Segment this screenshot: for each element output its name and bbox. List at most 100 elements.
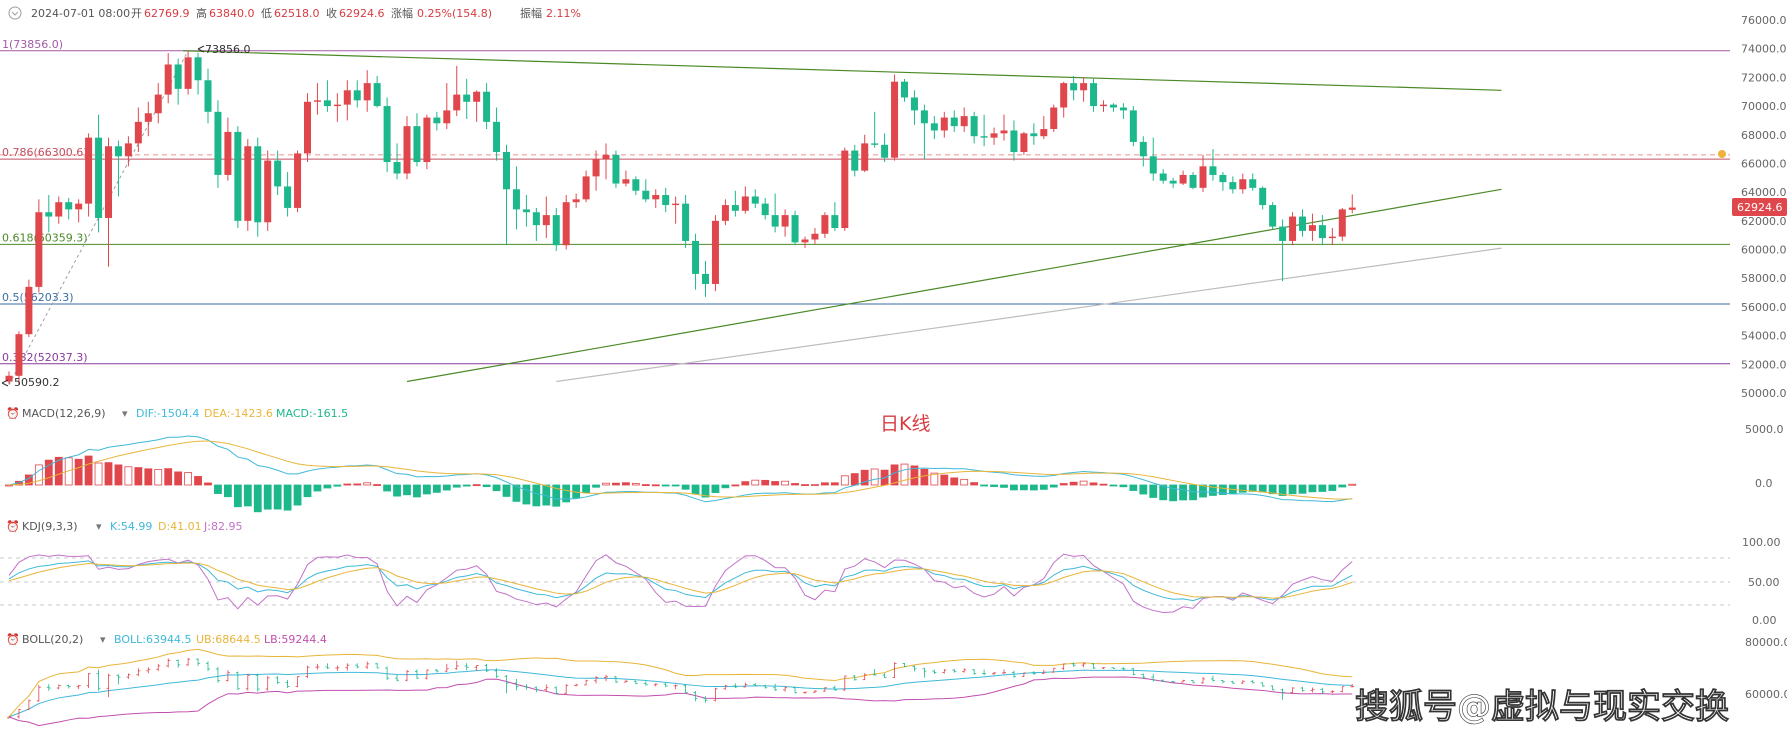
caret-down-icon[interactable]: ▾ <box>122 407 128 420</box>
macd-bar <box>731 484 740 487</box>
macd-bar <box>830 482 839 486</box>
candle-body <box>512 189 520 210</box>
macd-histogram <box>5 435 1357 513</box>
macd-bar <box>313 484 322 492</box>
alert-dot-icon[interactable] <box>1718 150 1726 158</box>
candle-body <box>711 220 719 284</box>
macd-bar <box>44 459 53 486</box>
macd-bar <box>482 484 491 488</box>
candle-body <box>562 202 570 246</box>
macd-bar <box>104 462 113 486</box>
high-annotation: 73856.0 <box>205 43 251 56</box>
candle-body <box>1308 225 1316 231</box>
fib-level-label: 0.5(56203.3) <box>2 291 74 304</box>
macd-bar <box>602 482 610 486</box>
macd-bar <box>1308 484 1317 493</box>
candle-body <box>423 117 431 163</box>
macd-bar <box>1199 484 1207 498</box>
candle-body <box>234 131 242 221</box>
fib-level-label: 0.382(52037.3) <box>2 351 88 364</box>
header-amplitude-label: 振幅 <box>520 6 542 20</box>
macd-bar <box>124 466 133 486</box>
price-tick-label: 70000.0 <box>1741 100 1787 113</box>
candle-body <box>204 80 212 112</box>
macd-bar <box>373 484 382 486</box>
candle-body <box>1060 83 1068 108</box>
candle-body <box>1338 209 1346 237</box>
macd-bar <box>1179 484 1187 501</box>
candle-body <box>95 137 103 218</box>
alarm-icon[interactable]: ⏰ <box>6 632 20 646</box>
macd-bar <box>741 481 750 486</box>
alarm-icon[interactable]: ⏰ <box>6 406 20 420</box>
svg-text:⏰ KDJ(9,3,3) ▾: ⏰ KDJ(9,3,3) ▾ K:54.99 D:41.01 J:82.95 <box>6 519 242 533</box>
macd-bar <box>562 484 571 503</box>
price-axis: 76000.0 74000.0 72000.0 70000.0 68000.0 66000… <box>1741 14 1787 400</box>
candle-body <box>433 117 441 124</box>
macd-bar <box>582 484 590 494</box>
macd-bar <box>114 464 123 486</box>
fib-level-label: 0.786(66300.6) <box>2 146 88 159</box>
macd-bar <box>154 469 163 486</box>
kdj-j: J:82.95 <box>203 520 242 533</box>
macd-bar <box>592 484 600 488</box>
price-tick-label: 58000.0 <box>1741 272 1787 285</box>
macd-bar <box>1010 484 1018 491</box>
macd-bar <box>1000 484 1008 488</box>
candle-body <box>1229 182 1237 190</box>
macd-bar <box>1059 483 1068 486</box>
macd-bar <box>383 484 392 492</box>
macd-bar <box>1069 481 1078 486</box>
candle-body <box>741 196 749 211</box>
candle-body <box>1050 107 1058 130</box>
candle-body <box>841 150 849 229</box>
collapse-icon[interactable] <box>8 6 22 20</box>
candle-body <box>453 94 461 111</box>
macd-bar <box>1039 484 1048 490</box>
fib-level-label: 1(73856.0) <box>2 38 63 51</box>
macd-bar <box>253 484 262 513</box>
macd-bar <box>403 484 411 496</box>
macd-bar <box>144 468 153 486</box>
candle-body <box>1179 174 1187 184</box>
price-tick-label: 50000.0 <box>1741 387 1787 400</box>
alarm-icon[interactable]: ⏰ <box>6 519 20 533</box>
caret-down-icon[interactable]: ▾ <box>100 633 106 646</box>
macd-bar <box>223 484 232 498</box>
macd-bar <box>791 483 799 486</box>
macd-bar <box>1288 484 1297 495</box>
candle-body <box>1100 104 1107 107</box>
macd-bar <box>970 482 979 486</box>
candle-body <box>1090 83 1098 107</box>
kdj-tick-0: 0.00 <box>1752 614 1777 627</box>
macd-bar <box>1238 484 1247 493</box>
candle-body <box>114 146 122 157</box>
macd-bar <box>413 484 421 498</box>
candle-body <box>1279 226 1287 241</box>
macd-bar <box>910 465 919 486</box>
macd-bar <box>781 480 789 486</box>
macd-bar <box>214 484 222 494</box>
candle-body <box>522 209 530 213</box>
candle-body <box>25 286 33 335</box>
boll-mid-line <box>8 669 1353 718</box>
header-close: 62924.6 <box>339 7 385 20</box>
boll-ub-line <box>8 648 1353 718</box>
candle-body <box>612 154 620 184</box>
macd-dif: DIF:-1504.4 <box>136 407 199 420</box>
candle-body <box>1149 156 1157 174</box>
candle-body <box>393 162 401 174</box>
macd-bar <box>84 455 93 486</box>
candle-body <box>881 144 889 158</box>
macd-bar <box>233 484 242 508</box>
macd-bar <box>194 476 202 486</box>
svg-text:2024-07-01 08:00 开: 2024-07-01 08:00 开 62769.9 高 63840.0 低 6… <box>31 6 581 20</box>
macd-bar <box>1258 484 1267 493</box>
watermark: 搜狐号@虚拟与现实交换 <box>1355 687 1729 727</box>
macd-bar <box>1348 483 1357 486</box>
caret-down-icon[interactable]: ▾ <box>96 520 102 533</box>
macd-bar <box>472 484 481 487</box>
price-tick-label: 72000.0 <box>1741 71 1787 84</box>
macd-bar <box>1020 484 1028 491</box>
